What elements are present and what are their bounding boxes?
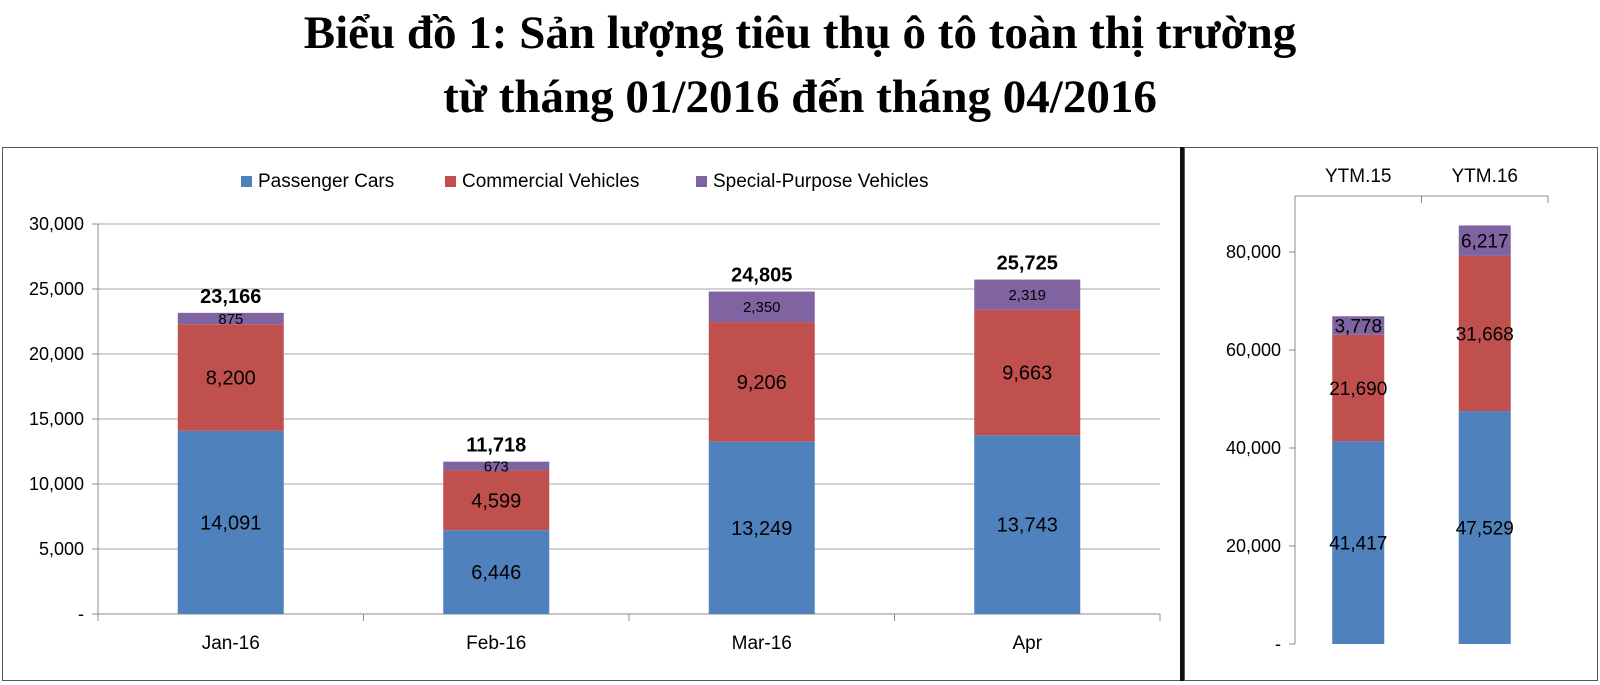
data-label-commercial-vehicles: 8,200 bbox=[206, 368, 256, 390]
y-tick-label: 20,000 bbox=[29, 344, 84, 364]
y-tick-label: 25,000 bbox=[29, 279, 84, 299]
y-tick-label: 30,000 bbox=[29, 214, 84, 234]
total-label: 23,166 bbox=[200, 286, 261, 308]
bar-segment-special-purpose-vehicles bbox=[1458, 225, 1511, 256]
data-label-commercial-vehicles: 9,663 bbox=[1002, 363, 1052, 385]
bar-segment-passenger-cars bbox=[1332, 441, 1385, 644]
data-label-special-purpose-vehicles: 2,350 bbox=[743, 299, 781, 316]
bar-segment-passenger-cars bbox=[443, 530, 550, 614]
legend-swatch-passenger-cars bbox=[241, 176, 252, 187]
bar-segment-passenger-cars bbox=[708, 441, 815, 614]
bar-segment-commercial-vehicles bbox=[974, 309, 1081, 436]
bar-segment-special-purpose-vehicles bbox=[177, 312, 284, 325]
x-tick-label: YTM.15 bbox=[1325, 166, 1392, 187]
legend-label-commercial-vehicles: Commercial Vehicles bbox=[462, 171, 639, 192]
bar-segment-passenger-cars bbox=[974, 435, 1081, 614]
bar-segment-passenger-cars bbox=[1458, 411, 1511, 644]
legend-swatch-special-purpose-vehicles bbox=[696, 176, 707, 187]
bar-segment-special-purpose-vehicles bbox=[974, 279, 1081, 310]
data-label-passenger-cars: 14,091 bbox=[200, 512, 261, 534]
monthly-stacked-bar-chart: Passenger Cars Commercial Vehicles Special… bbox=[29, 171, 1161, 654]
data-label-passenger-cars: 41,417 bbox=[1329, 534, 1387, 555]
bar-segment-commercial-vehicles bbox=[177, 324, 284, 431]
bar-segment-commercial-vehicles bbox=[1458, 255, 1511, 412]
total-label: 11,718 bbox=[466, 435, 526, 457]
y-tick-label: 15,000 bbox=[29, 409, 84, 429]
y-tick-label: 10,000 bbox=[29, 474, 84, 494]
data-label-passenger-cars: 13,743 bbox=[997, 515, 1058, 537]
y-tick-label: 20,000 bbox=[1226, 536, 1281, 556]
data-label-special-purpose-vehicles: 2,319 bbox=[1008, 287, 1046, 304]
x-tick-label: Feb-16 bbox=[466, 633, 526, 654]
data-label-passenger-cars: 6,446 bbox=[471, 562, 521, 584]
total-label: 24,805 bbox=[731, 265, 792, 287]
x-tick-label: Mar-16 bbox=[732, 633, 792, 654]
bar-segment-commercial-vehicles bbox=[708, 322, 815, 442]
y-tick-label: - bbox=[1275, 634, 1281, 654]
data-label-passenger-cars: 47,529 bbox=[1456, 519, 1514, 540]
data-label-passenger-cars: 13,249 bbox=[731, 518, 792, 540]
bar-segment-passenger-cars bbox=[177, 430, 284, 614]
y-tick-label: 60,000 bbox=[1226, 340, 1281, 360]
ytm-stacked-bar-chart: YTM.15 YTM.16 - 20,000 40,000 60,000 80,000 41,… bbox=[1226, 166, 1549, 654]
chart-title-line2: từ tháng 01/2016 đến tháng 04/2016 bbox=[443, 71, 1157, 123]
legend-swatch-commercial-vehicles bbox=[445, 176, 456, 187]
y-tick-label: 5,000 bbox=[39, 539, 84, 559]
legend-label-passenger-cars: Passenger Cars bbox=[258, 171, 394, 192]
x-tick-label: Apr bbox=[1012, 633, 1042, 654]
data-label-commercial-vehicles: 21,690 bbox=[1329, 379, 1387, 400]
data-label-special-purpose-vehicles: 875 bbox=[218, 311, 243, 328]
chart-title-line1: Biểu đồ 1: Sản lượng tiêu thụ ô tô toàn … bbox=[303, 7, 1297, 59]
data-label-special-purpose-vehicles: 6,217 bbox=[1461, 232, 1509, 253]
data-label-special-purpose-vehicles: 3,778 bbox=[1334, 317, 1382, 338]
y-tick-label: 40,000 bbox=[1226, 438, 1281, 458]
data-label-commercial-vehicles: 4,599 bbox=[471, 490, 521, 512]
legend-label-special-purpose-vehicles: Special-Purpose Vehicles bbox=[713, 171, 928, 192]
ytm-chart-panel: YTM.15 YTM.16 - 20,000 40,000 60,000 80,000 41,… bbox=[1184, 147, 1598, 681]
bar-segment-special-purpose-vehicles bbox=[708, 291, 815, 323]
y-tick-label: - bbox=[78, 604, 84, 624]
bar-segment-special-purpose-vehicles bbox=[1332, 316, 1385, 335]
bar-segment-commercial-vehicles bbox=[443, 470, 550, 531]
x-tick-label: YTM.16 bbox=[1451, 166, 1518, 187]
panel-divider bbox=[1180, 147, 1184, 681]
data-label-commercial-vehicles: 9,206 bbox=[737, 372, 787, 394]
y-tick-label: 80,000 bbox=[1226, 242, 1281, 262]
data-label-special-purpose-vehicles: 673 bbox=[484, 458, 509, 475]
data-label-commercial-vehicles: 31,668 bbox=[1456, 325, 1514, 346]
bar-segment-special-purpose-vehicles bbox=[443, 461, 550, 471]
monthly-chart-panel: Passenger Cars Commercial Vehicles Special… bbox=[2, 147, 1181, 681]
total-label: 25,725 bbox=[997, 253, 1058, 275]
bar-segment-commercial-vehicles bbox=[1332, 334, 1385, 442]
x-tick-label: Jan-16 bbox=[202, 633, 260, 654]
